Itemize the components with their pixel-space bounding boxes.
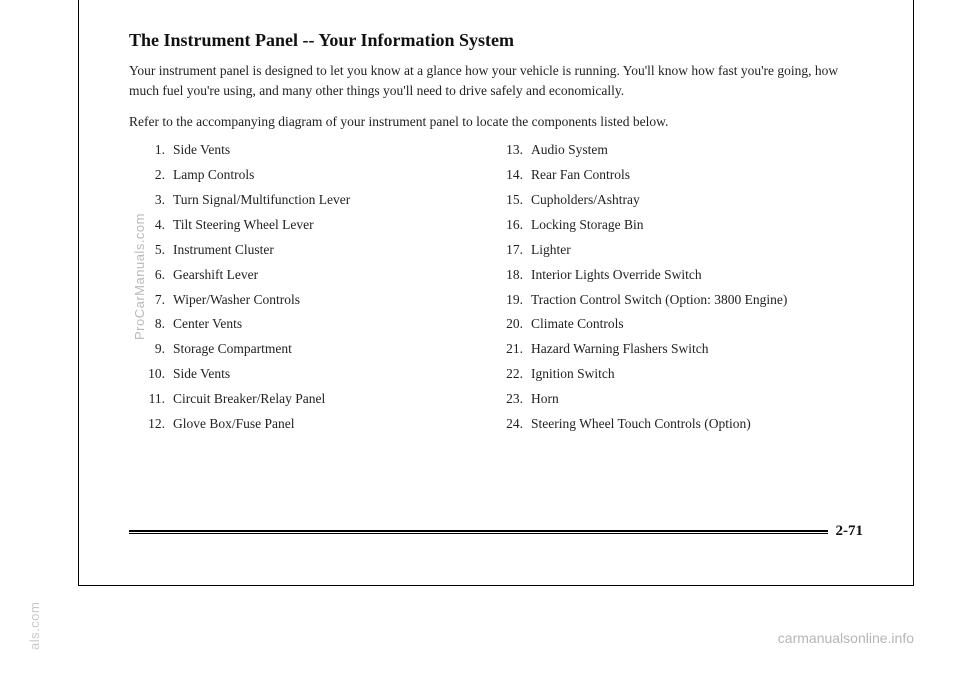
list-item: 4.Tilt Steering Wheel Lever [147,213,505,238]
list-label: Lamp Controls [173,163,505,188]
list-item: 11.Circuit Breaker/Relay Panel [147,387,505,412]
list-item: 17.Lighter [505,238,863,263]
page-footer-rule: 2-71 [129,523,863,540]
list-item: 21.Hazard Warning Flashers Switch [505,337,863,362]
list-label: Horn [531,387,863,412]
list-label: Cupholders/Ashtray [531,188,863,213]
list-label: Lighter [531,238,863,263]
list-number: 18. [505,263,531,288]
list-number: 1. [147,138,173,163]
watermark-text: als.com [27,602,42,650]
list-item: 6.Gearshift Lever [147,263,505,288]
list-number: 19. [505,288,531,313]
list-item: 23.Horn [505,387,863,412]
page-number: 2-71 [828,523,864,540]
list-item: 15.Cupholders/Ashtray [505,188,863,213]
watermark-text: carmanualsonline.info [778,630,914,646]
list-number: 10. [147,362,173,387]
list-item: 9.Storage Compartment [147,337,505,362]
list-item: 22.Ignition Switch [505,362,863,387]
list-label: Rear Fan Controls [531,163,863,188]
list-number: 20. [505,312,531,337]
list-item: 20.Climate Controls [505,312,863,337]
list-number: 11. [147,387,173,412]
list-label: Turn Signal/Multifunction Lever [173,188,505,213]
list-item: 7.Wiper/Washer Controls [147,288,505,313]
list-number: 4. [147,213,173,238]
list-number: 17. [505,238,531,263]
list-item: 5.Instrument Cluster [147,238,505,263]
list-label: Storage Compartment [173,337,505,362]
list-label: Side Vents [173,138,505,163]
list-number: 6. [147,263,173,288]
horizontal-rule [129,530,828,534]
list-label: Tilt Steering Wheel Lever [173,213,505,238]
list-label: Circuit Breaker/Relay Panel [173,387,505,412]
list-number: 9. [147,337,173,362]
list-label: Instrument Cluster [173,238,505,263]
list-number: 7. [147,288,173,313]
list-number: 22. [505,362,531,387]
list-label: Steering Wheel Touch Controls (Option) [531,412,863,437]
list-item: 8.Center Vents [147,312,505,337]
list-item: 14.Rear Fan Controls [505,163,863,188]
list-number: 2. [147,163,173,188]
list-label: Glove Box/Fuse Panel [173,412,505,437]
list-item: 16.Locking Storage Bin [505,213,863,238]
list-number: 13. [505,138,531,163]
list-item: 18.Interior Lights Override Switch [505,263,863,288]
list-label: Climate Controls [531,312,863,337]
intro-paragraph: Your instrument panel is designed to let… [129,61,863,100]
component-list-left: 1.Side Vents 2.Lamp Controls 3.Turn Sign… [129,138,505,438]
list-number: 12. [147,412,173,437]
list-item: 12.Glove Box/Fuse Panel [147,412,505,437]
list-item: 13.Audio System [505,138,863,163]
list-item: 1.Side Vents [147,138,505,163]
component-list-right: 13.Audio System 14.Rear Fan Controls 15.… [505,138,863,438]
list-item: 19.Traction Control Switch (Option: 3800… [505,288,863,313]
page-title: The Instrument Panel -- Your Information… [129,30,863,51]
list-item: 2.Lamp Controls [147,163,505,188]
list-label: Hazard Warning Flashers Switch [531,337,863,362]
list-label: Ignition Switch [531,362,863,387]
refer-paragraph: Refer to the accompanying diagram of you… [129,112,863,132]
list-item: 10.Side Vents [147,362,505,387]
component-list-columns: 1.Side Vents 2.Lamp Controls 3.Turn Sign… [129,138,863,438]
list-number: 21. [505,337,531,362]
list-number: 8. [147,312,173,337]
list-number: 14. [505,163,531,188]
list-number: 15. [505,188,531,213]
list-label: Wiper/Washer Controls [173,288,505,313]
page-frame: The Instrument Panel -- Your Information… [78,0,914,586]
list-item: 24.Steering Wheel Touch Controls (Option… [505,412,863,437]
list-label: Side Vents [173,362,505,387]
list-label: Interior Lights Override Switch [531,263,863,288]
list-label: Traction Control Switch (Option: 3800 En… [531,288,863,313]
list-number: 3. [147,188,173,213]
list-label: Locking Storage Bin [531,213,863,238]
list-label: Gearshift Lever [173,263,505,288]
list-number: 16. [505,213,531,238]
list-number: 5. [147,238,173,263]
list-label: Audio System [531,138,863,163]
list-number: 23. [505,387,531,412]
list-label: Center Vents [173,312,505,337]
list-number: 24. [505,412,531,437]
list-item: 3.Turn Signal/Multifunction Lever [147,188,505,213]
